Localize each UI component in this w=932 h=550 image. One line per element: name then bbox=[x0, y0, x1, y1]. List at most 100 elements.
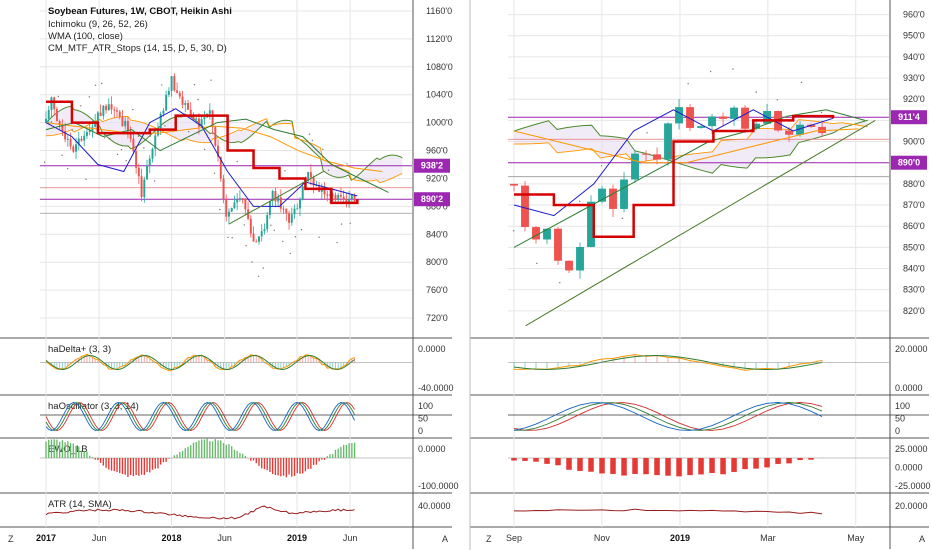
y-tick-label: 1120'0 bbox=[426, 34, 452, 44]
atr-stop-dot bbox=[116, 153, 119, 156]
candle-body bbox=[154, 135, 157, 149]
atr-stop-dot bbox=[153, 180, 156, 182]
candle-body bbox=[105, 105, 108, 111]
senkou-span-a bbox=[513, 119, 868, 174]
price-label-badge bbox=[891, 110, 927, 125]
candle-body bbox=[331, 194, 334, 196]
atr-stop-dot bbox=[227, 236, 229, 239]
price-label-text: 911'4 bbox=[898, 112, 920, 122]
atr-stop-dot bbox=[188, 130, 190, 133]
x-tick-label: Mar bbox=[760, 533, 776, 543]
chikou-line bbox=[45, 118, 389, 193]
atr-stop-dot bbox=[203, 148, 206, 151]
price-label-text: 890'0 bbox=[898, 158, 920, 168]
candle-body bbox=[167, 90, 170, 95]
y-tick-label: 820'0 bbox=[903, 306, 925, 316]
atr-stop-dot bbox=[284, 170, 286, 172]
y-tick-label: 880'0 bbox=[426, 201, 448, 211]
atr-stop-dot bbox=[294, 236, 297, 238]
candle-body bbox=[238, 198, 241, 200]
hadelta-signal bbox=[513, 355, 823, 370]
candle-body bbox=[249, 218, 252, 234]
candle-body bbox=[165, 94, 168, 111]
atr-stop-dot bbox=[245, 245, 247, 247]
candle-body bbox=[184, 103, 187, 105]
y-tick-label: 960'0 bbox=[426, 146, 448, 156]
kijun-line bbox=[46, 100, 359, 205]
indicator-y-tick: 0.0000 bbox=[895, 383, 923, 393]
y-tick-label: 940'0 bbox=[903, 52, 925, 62]
atr-stop-dot bbox=[85, 178, 87, 180]
candle-body bbox=[140, 176, 143, 198]
candle-body bbox=[266, 215, 269, 230]
atr-stop-dot bbox=[172, 108, 174, 110]
candle-body bbox=[137, 167, 140, 177]
candle-body bbox=[244, 198, 247, 210]
y-tick-label: 1040'0 bbox=[426, 90, 453, 100]
candle-body bbox=[75, 144, 78, 152]
candle-body bbox=[252, 233, 255, 242]
osc-line bbox=[45, 402, 355, 431]
y-tick-label: 1000'0 bbox=[426, 118, 453, 128]
y-tick-label: 850'0 bbox=[903, 242, 925, 252]
candle-body bbox=[315, 185, 318, 187]
candle-body bbox=[102, 105, 105, 116]
candle-body bbox=[329, 194, 331, 196]
atr-stop-dot bbox=[178, 51, 180, 53]
candle-body bbox=[642, 153, 650, 155]
candle-body bbox=[50, 97, 53, 110]
indicator-y-tick: 0.0000 bbox=[418, 444, 446, 454]
candle-body bbox=[200, 119, 203, 127]
candle-body bbox=[288, 213, 291, 223]
price-label-text: 890'2 bbox=[421, 194, 443, 204]
candle-body bbox=[208, 110, 211, 114]
atr-stop-dot bbox=[732, 68, 734, 70]
y-tick-label: 840'0 bbox=[903, 264, 925, 274]
trendline bbox=[525, 119, 876, 327]
trendline bbox=[229, 171, 324, 225]
candle-body bbox=[118, 111, 121, 117]
indicator-panel-title: haDelta+ (3, 3) bbox=[48, 344, 111, 355]
x-tick-label: Nov bbox=[594, 533, 611, 543]
candle-body bbox=[258, 236, 260, 242]
atr-stop-dot bbox=[300, 229, 303, 231]
atr-stop-dot bbox=[120, 148, 123, 151]
atr-stop-dot bbox=[262, 267, 264, 269]
candle-body bbox=[353, 195, 356, 202]
left-chart: 1160'0 1120'0 1080'0 1040'0 1000'0 960'0 920'0… bbox=[0, 0, 459, 549]
atr-stop-dot bbox=[94, 84, 97, 86]
x-tick-label: 2018 bbox=[161, 533, 181, 543]
indicator-y-tick: 40.0000 bbox=[418, 501, 451, 511]
candle-body bbox=[162, 110, 165, 114]
candle-body bbox=[263, 229, 266, 232]
chikou-line bbox=[513, 109, 866, 248]
atr-stop-dot bbox=[79, 105, 82, 107]
candle-body bbox=[69, 138, 72, 147]
atr-stop-dot bbox=[219, 208, 221, 211]
auto-scale-label: A bbox=[442, 534, 448, 544]
candle-body bbox=[110, 104, 113, 110]
candle-body bbox=[129, 131, 132, 139]
candle-body bbox=[135, 151, 138, 168]
candle-body bbox=[298, 198, 301, 209]
candle-body bbox=[55, 109, 58, 122]
senkou-span-b bbox=[45, 116, 403, 184]
candle-body bbox=[143, 179, 146, 198]
candle-body bbox=[730, 107, 738, 119]
atr-stop-dot bbox=[709, 70, 712, 73]
atr-stop-dot bbox=[646, 132, 648, 134]
candle-body bbox=[334, 195, 337, 200]
indicator-y-tick: -100.0000 bbox=[418, 481, 459, 491]
candle-body bbox=[708, 116, 716, 127]
zoom-reset-label: Z bbox=[486, 534, 492, 544]
wma-line bbox=[45, 122, 383, 172]
atr-stop-dot bbox=[270, 224, 272, 226]
candle-body bbox=[326, 194, 329, 196]
candle-body bbox=[176, 90, 179, 93]
candle-body bbox=[345, 199, 348, 202]
candle-body bbox=[222, 178, 225, 199]
x-tick-label: Jun bbox=[343, 533, 358, 543]
atr-stop-dot bbox=[104, 137, 106, 139]
